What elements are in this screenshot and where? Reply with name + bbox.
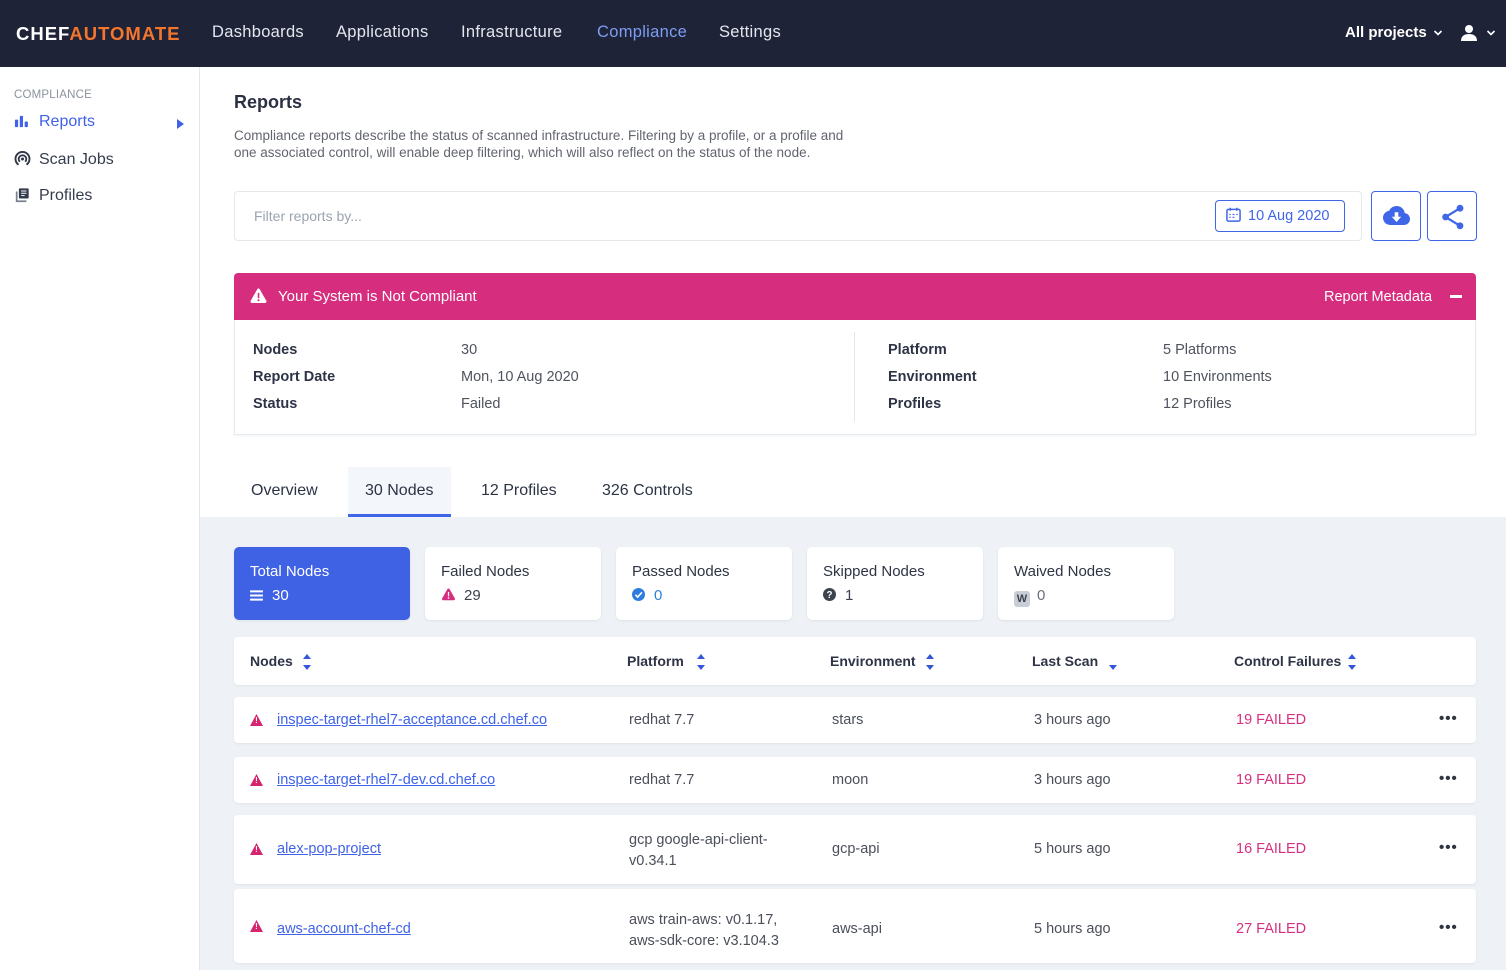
svg-text:?: ? [827,590,833,601]
